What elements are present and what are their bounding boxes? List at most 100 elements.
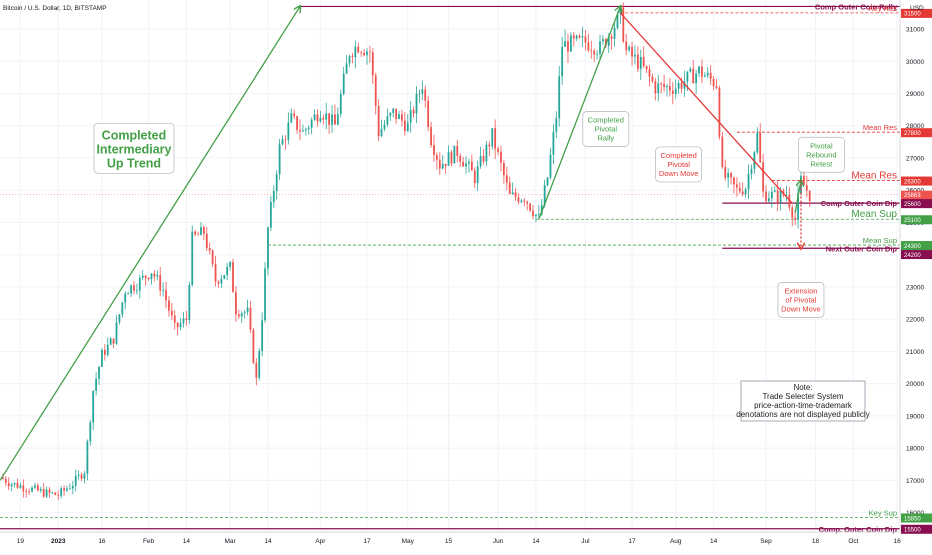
- candle-body: [380, 128, 383, 137]
- candle-body: [572, 35, 575, 39]
- candle-body: [779, 190, 782, 203]
- level-price-label: 25100: [904, 218, 921, 224]
- candle-body: [750, 168, 753, 174]
- time-tick-label: 19: [17, 538, 25, 545]
- candle-body: [430, 127, 432, 146]
- candle-body: [502, 162, 505, 176]
- candle-body: [168, 300, 170, 311]
- time-tick-label: 14: [264, 538, 272, 545]
- candle-body: [535, 214, 537, 217]
- candle-body: [374, 75, 377, 106]
- candle-body: [674, 88, 677, 94]
- price-tick-label: 22000: [906, 317, 924, 324]
- candle-body: [92, 390, 95, 423]
- level-label: Mean Res: [863, 123, 897, 132]
- candle-body: [747, 173, 750, 190]
- candle-body: [226, 266, 229, 276]
- candle-body: [269, 201, 272, 228]
- candle-body: [759, 132, 762, 163]
- annotation-text: Completed: [102, 129, 167, 143]
- candle-body: [453, 145, 456, 164]
- candle-body: [473, 170, 476, 184]
- candle-body: [741, 191, 744, 195]
- candle-body: [733, 177, 735, 185]
- time-tick-label: Oct: [848, 538, 858, 545]
- candle-body: [590, 50, 593, 52]
- price-tick-label: 19000: [906, 413, 924, 420]
- candle-body: [351, 56, 354, 58]
- candle-body: [16, 482, 19, 488]
- chart-header: Bitcoin / U.S. Dollar, 1D, BITSTAMP USD: [3, 5, 924, 12]
- candle-body: [730, 173, 732, 178]
- candle-body: [765, 191, 767, 202]
- candle-body: [412, 109, 415, 114]
- candle-body: [366, 51, 368, 56]
- candle-body: [112, 338, 115, 344]
- price-axis[interactable]: 1600017000180001900020000210002200023000…: [901, 8, 932, 534]
- candle-body: [316, 114, 319, 122]
- annotation-box: [655, 146, 702, 183]
- candle-body: [435, 155, 438, 160]
- candle-body: [701, 66, 703, 77]
- candle-body: [581, 36, 584, 38]
- candle-body: [706, 72, 709, 76]
- candle-body: [401, 114, 403, 121]
- level-price-tag: [901, 176, 932, 186]
- candle-body: [450, 152, 453, 164]
- annotation-text: Rebound: [806, 151, 836, 160]
- candle-body: [176, 322, 179, 328]
- candle-body: [543, 185, 546, 206]
- price-tick-label: 21000: [906, 349, 924, 356]
- candle-body: [159, 275, 162, 291]
- candle-body: [243, 312, 246, 314]
- candle-body: [386, 116, 389, 125]
- candle-body: [462, 161, 465, 167]
- time-tick-label: Sep: [760, 538, 772, 545]
- candle-body: [797, 193, 799, 220]
- candle-body: [165, 290, 167, 301]
- candle-body: [331, 114, 333, 125]
- candle-body: [427, 100, 430, 128]
- time-axis[interactable]: 19 2023 16 Feb 14 Mar 14 Apr 17 May 15 Jun 14 Jul 17 Au…: [17, 538, 901, 545]
- candle-body: [144, 275, 147, 278]
- candle-body: [552, 131, 555, 155]
- candle-body: [613, 27, 616, 39]
- candle-body: [345, 63, 348, 74]
- time-tick-label: 16: [98, 538, 106, 545]
- candle-body: [4, 478, 7, 483]
- candle-body: [235, 292, 237, 315]
- time-tick-label: Apr: [315, 538, 326, 545]
- note-text: Trade Selecter System: [762, 392, 843, 401]
- candle-body: [604, 39, 607, 46]
- candle-body: [342, 73, 345, 94]
- time-tick-label: Mar: [224, 538, 236, 545]
- candle-body: [768, 198, 770, 202]
- candle-body: [293, 113, 296, 117]
- candle-body: [106, 344, 109, 355]
- time-tick-label: 14: [532, 538, 540, 545]
- time-tick-label: 17: [363, 538, 371, 545]
- level-label: Next Outer Coin Dip: [826, 244, 898, 253]
- trend-line-pivotal-rally: [538, 6, 621, 220]
- candle-body: [567, 41, 569, 52]
- candle-body: [392, 108, 395, 113]
- candle-body: [802, 175, 805, 186]
- level-label: Mean Sup: [863, 236, 897, 245]
- candle-body: [127, 293, 130, 295]
- candle-body: [628, 46, 631, 51]
- annotation-text: Completed: [588, 116, 624, 125]
- candle-body: [663, 83, 665, 87]
- candle-body: [185, 318, 188, 320]
- note-text: price-action-time-trademark: [754, 401, 853, 410]
- level-price-label: 24200: [904, 253, 921, 259]
- candle-body: [19, 485, 22, 488]
- level-label: Mean Sup: [851, 209, 897, 220]
- level-price-tag: [901, 241, 932, 251]
- candle-body: [377, 105, 380, 137]
- candle-body: [540, 205, 543, 215]
- candle-body: [561, 46, 564, 77]
- candle-body: [596, 53, 598, 55]
